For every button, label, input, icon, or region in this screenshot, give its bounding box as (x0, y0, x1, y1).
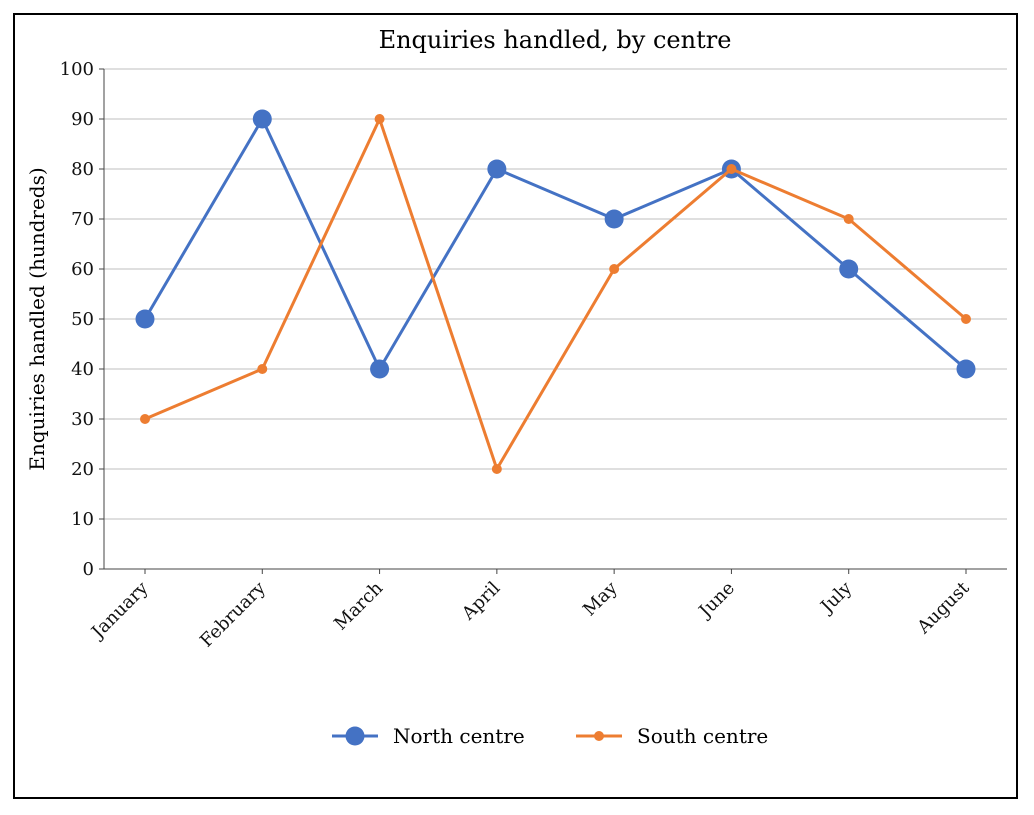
x-tick-label: January (86, 577, 153, 644)
legend-label: North centre (393, 724, 525, 748)
legend-entry: South centre (576, 724, 768, 748)
data-point (487, 159, 507, 179)
x-tick-label: July (815, 577, 856, 618)
data-point (140, 414, 150, 424)
chart-title: Enquiries handled, by centre (379, 26, 732, 54)
legend: North centre South centre (332, 724, 768, 748)
x-tick-label: August (913, 577, 974, 638)
x-tick-label: May (579, 577, 622, 620)
x-tick-label: April (457, 578, 504, 625)
data-point (604, 209, 624, 229)
chart-frame (13, 13, 1018, 799)
data-point (370, 359, 390, 379)
y-tick-label: 60 (71, 259, 94, 280)
y-tick-label: 80 (71, 159, 94, 180)
y-tick-label: 30 (71, 409, 94, 430)
data-point (956, 359, 976, 379)
y-axis-title: Enquiries handled (hundreds) (25, 167, 49, 470)
data-point (961, 314, 971, 324)
data-point (374, 114, 385, 124)
x-tick-label: June (694, 578, 739, 623)
axes (99, 68, 1007, 574)
series-line (144, 117, 967, 471)
x-tick-label: March (330, 577, 387, 634)
y-tick-label: 70 (71, 209, 94, 230)
y-tick-label: 20 (71, 459, 94, 480)
legend-label: South centre (637, 724, 768, 748)
legend-swatch-marker (594, 731, 604, 741)
series-1 (135, 109, 976, 379)
data-point (491, 464, 502, 474)
data-point (252, 109, 272, 129)
data-point (609, 264, 620, 274)
data-point (839, 259, 859, 279)
series (135, 109, 976, 474)
y-tick-label: 40 (71, 359, 94, 380)
x-tick-label: February (196, 577, 270, 651)
y-tick-label: 0 (83, 559, 94, 580)
legend-swatch-marker (345, 726, 365, 746)
series-line (143, 117, 967, 371)
y-tick-label: 90 (71, 109, 94, 130)
data-point (843, 214, 854, 224)
data-point (135, 309, 155, 329)
y-tick-label: 50 (71, 309, 94, 330)
series-2 (140, 114, 971, 474)
y-tick-label: 10 (71, 509, 94, 530)
legend-entry: North centre (332, 724, 525, 748)
data-point (257, 364, 268, 374)
y-tick-labels: 0 10 20 30 40 50 60 70 80 90 100 (60, 59, 94, 580)
x-tick-labels: January February March April May June July Augu… (86, 577, 974, 651)
data-point (726, 164, 737, 174)
y-tick-label: 100 (60, 59, 94, 80)
gridlines (104, 68, 1007, 520)
